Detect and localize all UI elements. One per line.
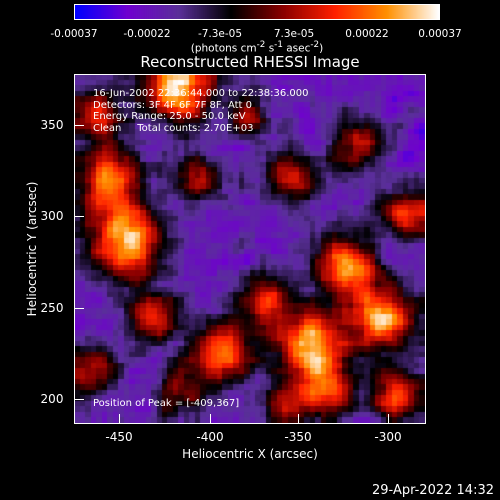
y-axis-tick: [74, 216, 84, 217]
y-tick-label: 350: [40, 118, 64, 132]
y-axis-tick: [74, 125, 84, 126]
y-axis-tick: [74, 308, 84, 309]
colorbar-units: (photons cm-2 s-1 asec-2): [190, 40, 324, 55]
y-tick-label: 250: [40, 301, 64, 315]
annotation-time-range: 16-Jun-2002 22:36:44.000 to 22:38:36.000: [93, 88, 309, 99]
annotation-detectors: Detectors: 3F 4F 6F 7F 8F, Att 0: [93, 99, 253, 111]
x-tick-label: -350: [284, 430, 312, 444]
x-tick-label: -450: [105, 430, 133, 444]
chart-title: Reconstructed RHESSI Image: [140, 53, 360, 71]
x-axis-label: Heliocentric X (arcsec): [182, 447, 318, 461]
annotation-algorithm: Clean Total counts: 2.70E+03: [93, 122, 254, 134]
footer-timestamp: 29-Apr-2022 14:32: [372, 483, 494, 498]
colorbar-tick-label: -7.3e-05: [197, 28, 243, 40]
x-tick-label: -400: [196, 430, 224, 444]
colorbar-tick-label: 7.3e-05: [273, 28, 315, 40]
y-tick-label: 200: [40, 392, 64, 406]
x-tick-label: -300: [374, 430, 402, 444]
x-axis-tick: [298, 414, 299, 424]
colorbar-tick-label: 0.00037: [418, 28, 462, 40]
y-axis-label: Heliocentric Y (arcsec): [25, 181, 39, 317]
colorbar-tick-label: -0.00022: [123, 28, 171, 40]
plot-area: 16-Jun-2002 22:36:44.000 to 22:38:36.000…: [74, 74, 426, 424]
y-axis-tick: [74, 399, 84, 400]
colorbar-tick-label: 0.00022: [345, 28, 389, 40]
y-tick-label: 300: [40, 209, 64, 223]
x-axis-tick: [210, 414, 211, 424]
colorbar: [74, 4, 440, 20]
colorbar-tick-label: -0.00037: [50, 28, 98, 40]
annotation-energy-range: Energy Range: 25.0 - 50.0 keV: [93, 111, 246, 122]
x-axis-tick: [119, 414, 120, 424]
x-axis-tick: [388, 414, 389, 424]
heatmap-image: [75, 75, 425, 423]
colorbar-gradient: [75, 5, 439, 19]
annotation-peak-position: Position of Peak = [-409,367]: [93, 398, 240, 409]
